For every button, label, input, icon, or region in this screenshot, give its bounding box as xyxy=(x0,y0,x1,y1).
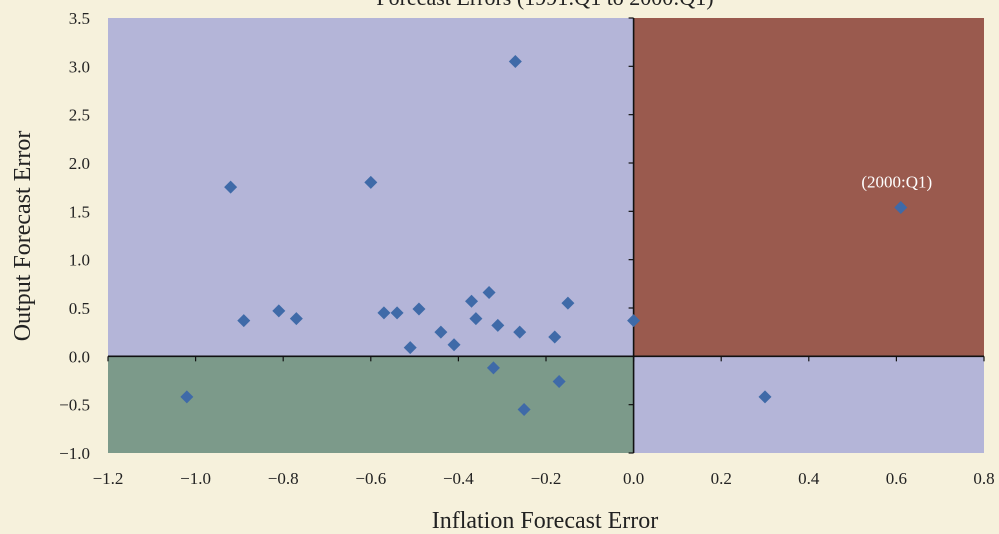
data-point xyxy=(434,325,448,339)
annotations: (2000:Q1) xyxy=(861,172,932,191)
y-tick-label: 3.0 xyxy=(69,57,90,76)
data-point xyxy=(486,361,500,375)
x-tick-label: −0.2 xyxy=(531,469,562,488)
x-axis-title: Inflation Forecast Error xyxy=(432,508,659,534)
y-tick-label: 3.5 xyxy=(69,9,90,28)
x-tick-label: −1.2 xyxy=(93,469,124,488)
data-point xyxy=(377,306,391,320)
x-tick-label: 0.8 xyxy=(973,469,994,488)
x-tick-label: −0.4 xyxy=(443,469,474,488)
data-point xyxy=(180,390,194,404)
x-tick-label: −1.0 xyxy=(180,469,211,488)
data-point xyxy=(412,302,426,316)
x-tick-label: 0.4 xyxy=(798,469,820,488)
tick-labels: −1.0−0.50.00.51.01.52.02.53.03.5−1.2 −1.0… xyxy=(59,9,994,488)
y-tick-label: −1.0 xyxy=(59,444,90,463)
data-point xyxy=(627,314,641,328)
data-point xyxy=(561,296,575,310)
quadrant-regions xyxy=(108,18,984,453)
x-tick-label: −0.8 xyxy=(268,469,299,488)
data-point xyxy=(894,200,908,214)
data-point xyxy=(517,403,531,416)
y-tick-label: 2.0 xyxy=(69,154,90,173)
data-point xyxy=(237,314,251,328)
y-tick-label: 1.5 xyxy=(69,202,90,221)
data-point xyxy=(552,374,566,388)
data-points xyxy=(180,55,908,416)
data-point xyxy=(403,341,417,355)
y-tick-label: 1.0 xyxy=(69,251,90,270)
y-tick-label: 0.0 xyxy=(69,347,90,366)
y-axis-title: Output Forecast Error xyxy=(10,131,36,342)
data-point xyxy=(482,286,496,300)
x-tick-label: 0.0 xyxy=(623,469,644,488)
y-tick-label: 0.5 xyxy=(69,299,90,318)
data-point xyxy=(548,330,562,344)
data-point xyxy=(364,175,378,189)
data-point xyxy=(465,294,479,308)
data-point xyxy=(289,312,303,326)
data-point xyxy=(272,304,286,318)
data-point xyxy=(224,180,238,194)
data-point xyxy=(758,390,772,404)
chart-title: Forecast Errors (1991:Q1 to 2000:Q1) xyxy=(376,0,713,10)
data-point xyxy=(447,338,461,352)
quadrant-region-2 xyxy=(108,356,634,453)
data-point xyxy=(508,55,522,68)
point-annotation: (2000:Q1) xyxy=(861,172,932,191)
quadrant-region-3 xyxy=(633,356,984,453)
quadrant-region-1 xyxy=(633,18,984,357)
data-point xyxy=(469,312,483,326)
data-point xyxy=(513,325,527,339)
y-tick-label: 2.5 xyxy=(69,106,90,125)
x-tick-label: 0.2 xyxy=(711,469,732,488)
axes xyxy=(107,17,985,454)
data-point xyxy=(491,318,505,332)
x-tick-label: −0.6 xyxy=(355,469,386,488)
data-point xyxy=(390,306,404,320)
y-tick-label: −0.5 xyxy=(59,396,90,415)
x-tick-label: 0.6 xyxy=(886,469,907,488)
